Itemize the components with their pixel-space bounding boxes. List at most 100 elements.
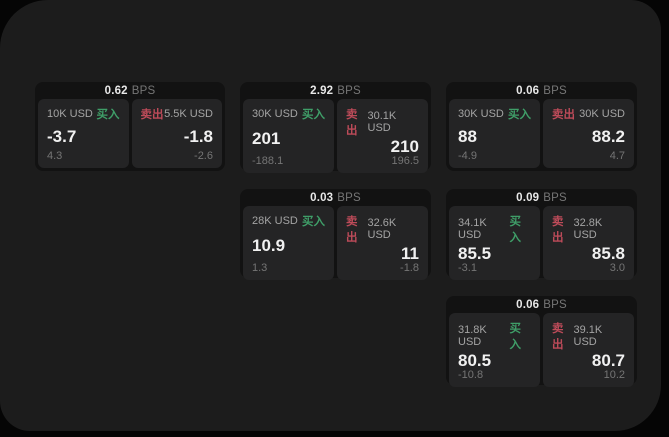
sell-panel-top: 卖出 5.5K USD xyxy=(141,106,214,122)
buy-side-label: 买入 xyxy=(509,323,521,351)
buy-price-value: 88 xyxy=(458,126,477,146)
sell-side-label: 卖出 xyxy=(552,323,564,351)
quote-card: 0.09 BPS 34.1K USD 买入 85.5 -3.1 卖出 32.8K … xyxy=(446,189,637,280)
buy-sub-value: 1.3 xyxy=(252,262,268,274)
sell-panel-top: 卖出 30.1K USD xyxy=(346,106,419,138)
sell-sub-value: -1.8 xyxy=(400,262,419,274)
quote-cards-grid: 0.62 BPS 10K USD 买入 -3.7 4.3 卖出 5.5K USD … xyxy=(35,82,637,387)
buy-sub-value: -10.8 xyxy=(458,369,484,381)
sell-price-value: 88.2 xyxy=(591,126,625,146)
sell-amount-label: 30K USD xyxy=(579,108,625,120)
bps-value: 0.62 xyxy=(104,85,128,97)
sell-amount-label: 32.6K USD xyxy=(367,217,397,241)
buy-sell-panels: 30K USD 买入 88 -4.9 卖出 30K USD 88.2 4.7 xyxy=(449,99,634,168)
sell-quote-panel[interactable]: 卖出 30K USD 88.2 4.7 xyxy=(543,99,634,168)
buy-price-value: 201 xyxy=(252,129,281,148)
buy-quote-panel[interactable]: 30K USD 买入 88 -4.9 xyxy=(449,99,540,168)
buy-sell-panels: 10K USD 买入 -3.7 4.3 卖出 5.5K USD -1.8 -2.… xyxy=(38,99,222,168)
buy-side-label: 买入 xyxy=(302,216,325,228)
sell-sub-value: 4.7 xyxy=(609,150,625,162)
bps-header: 2.92 BPS xyxy=(243,84,428,99)
bps-header: 0.09 BPS xyxy=(449,191,634,206)
sell-quote-panel[interactable]: 卖出 30.1K USD 210 196.5 xyxy=(337,99,428,173)
bps-value: 0.09 xyxy=(516,192,540,204)
sell-sub-value: 10.2 xyxy=(603,369,625,381)
buy-sell-panels: 31.8K USD 买入 80.5 -10.8 卖出 39.1K USD 80.… xyxy=(449,313,634,387)
buy-side-label: 买入 xyxy=(509,216,521,244)
sell-price-value: 11 xyxy=(401,244,419,263)
buy-price-value: 10.9 xyxy=(252,236,286,255)
buy-panel-top: 10K USD 买入 xyxy=(47,106,120,122)
sell-price-value: 85.8 xyxy=(591,244,625,263)
sell-price-value: -1.8 xyxy=(183,126,213,146)
quote-card: 0.03 BPS 28K USD 买入 10.9 1.3 卖出 32.6K USD… xyxy=(240,189,431,280)
buy-quote-panel[interactable]: 31.8K USD 买入 80.5 -10.8 xyxy=(449,313,540,387)
sell-price-value: 80.7 xyxy=(591,351,625,370)
bps-unit-label: BPS xyxy=(131,85,156,97)
buy-quote-panel[interactable]: 10K USD 买入 -3.7 4.3 xyxy=(38,99,129,168)
buy-quote-panel[interactable]: 34.1K USD 买入 85.5 -3.1 xyxy=(449,206,540,280)
buy-amount-label: 31.8K USD xyxy=(458,324,487,348)
buy-amount-label: 34.1K USD xyxy=(458,217,487,241)
buy-amount-label: 10K USD xyxy=(47,108,93,120)
trading-quotes-window: 0.62 BPS 10K USD 买入 -3.7 4.3 卖出 5.5K USD … xyxy=(0,0,661,431)
buy-sub-value: 4.3 xyxy=(47,150,63,162)
bps-value: 0.03 xyxy=(310,192,334,204)
buy-sub-value: -3.1 xyxy=(458,262,477,274)
buy-amount-label: 30K USD xyxy=(252,108,298,120)
quote-card: 0.62 BPS 10K USD 买入 -3.7 4.3 卖出 5.5K USD … xyxy=(35,82,225,171)
bps-header: 0.06 BPS xyxy=(449,298,634,313)
bps-header: 0.03 BPS xyxy=(243,191,428,206)
buy-price-value: 85.5 xyxy=(458,244,492,263)
buy-side-label: 买入 xyxy=(302,109,325,121)
sell-side-label: 卖出 xyxy=(552,109,575,121)
sell-sub-value: -2.6 xyxy=(194,150,213,162)
buy-price-value: -3.7 xyxy=(47,126,77,146)
bps-header: 0.62 BPS xyxy=(38,84,222,99)
sell-panel-top: 卖出 30K USD xyxy=(552,106,625,122)
sell-side-label: 卖出 xyxy=(346,216,358,244)
bps-unit-label: BPS xyxy=(337,192,361,204)
sell-panel-top: 卖出 39.1K USD xyxy=(552,320,625,352)
buy-sell-panels: 28K USD 买入 10.9 1.3 卖出 32.6K USD 11 -1.8 xyxy=(243,206,428,280)
buy-amount-label: 28K USD xyxy=(252,215,298,227)
sell-amount-label: 32.8K USD xyxy=(573,217,603,241)
bps-unit-label: BPS xyxy=(543,85,567,97)
quote-card: 0.06 BPS 30K USD 买入 88 -4.9 卖出 30K USD 88… xyxy=(446,82,637,171)
buy-panel-top: 34.1K USD 买入 xyxy=(458,213,531,245)
bps-unit-label: BPS xyxy=(543,299,567,311)
sell-side-label: 卖出 xyxy=(552,216,564,244)
sell-sub-value: 196.5 xyxy=(391,155,419,167)
sell-quote-panel[interactable]: 卖出 39.1K USD 80.7 10.2 xyxy=(543,313,634,387)
sell-side-label: 卖出 xyxy=(140,109,164,121)
buy-side-label: 买入 xyxy=(508,109,531,121)
quote-card: 0.06 BPS 31.8K USD 买入 80.5 -10.8 卖出 39.1K… xyxy=(446,296,637,387)
buy-panel-top: 30K USD 买入 xyxy=(252,106,325,122)
buy-panel-top: 30K USD 买入 xyxy=(458,106,531,122)
sell-quote-panel[interactable]: 卖出 5.5K USD -1.8 -2.6 xyxy=(131,99,222,168)
sell-quote-panel[interactable]: 卖出 32.6K USD 11 -1.8 xyxy=(337,206,428,280)
buy-quote-panel[interactable]: 30K USD 买入 201 -188.1 xyxy=(243,99,334,173)
sell-amount-label: 5.5K USD xyxy=(164,108,213,120)
bps-value: 0.06 xyxy=(516,299,540,311)
bps-unit-label: BPS xyxy=(337,85,361,97)
sell-amount-label: 39.1K USD xyxy=(573,324,603,348)
buy-price-value: 80.5 xyxy=(458,351,492,370)
sell-quote-panel[interactable]: 卖出 32.8K USD 85.8 3.0 xyxy=(543,206,634,280)
buy-quote-panel[interactable]: 28K USD 买入 10.9 1.3 xyxy=(243,206,334,280)
buy-sell-panels: 34.1K USD 买入 85.5 -3.1 卖出 32.8K USD 85.8… xyxy=(449,206,634,280)
buy-sub-value: -4.9 xyxy=(458,150,477,162)
bps-value: 2.92 xyxy=(310,85,334,97)
buy-panel-top: 28K USD 买入 xyxy=(252,213,325,229)
bps-value: 0.06 xyxy=(516,85,540,97)
buy-amount-label: 30K USD xyxy=(458,108,504,120)
buy-sell-panels: 30K USD 买入 201 -188.1 卖出 30.1K USD 210 1… xyxy=(243,99,428,173)
bps-header: 0.06 BPS xyxy=(449,84,634,99)
sell-panel-top: 卖出 32.6K USD xyxy=(346,213,419,245)
sell-panel-top: 卖出 32.8K USD xyxy=(552,213,625,245)
buy-side-label: 买入 xyxy=(96,109,120,121)
sell-price-value: 210 xyxy=(390,137,419,156)
sell-amount-label: 30.1K USD xyxy=(367,110,397,134)
sell-side-label: 卖出 xyxy=(346,109,358,137)
quote-card: 2.92 BPS 30K USD 买入 201 -188.1 卖出 30.1K U… xyxy=(240,82,431,173)
